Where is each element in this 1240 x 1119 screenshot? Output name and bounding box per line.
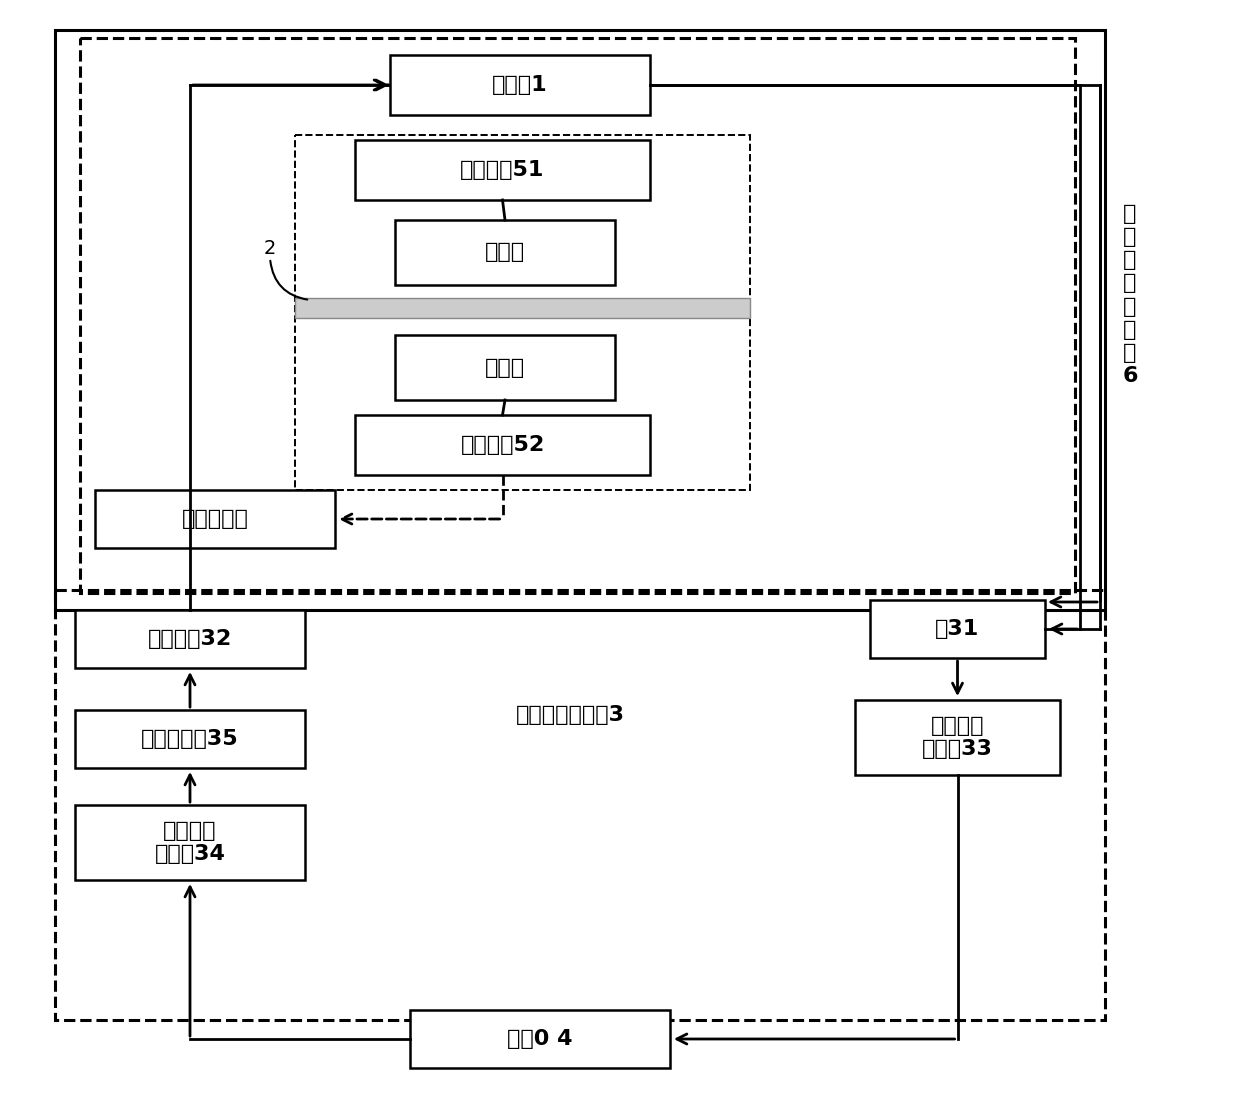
Bar: [391, 55, 650, 115]
Bar: [74, 805, 305, 880]
Bar: [74, 610, 305, 668]
Text: 电氆0 4: 电氆0 4: [507, 1029, 573, 1049]
Text: 第二温度
传感捧34: 第二温度 传感捧34: [155, 821, 226, 864]
Bar: [81, 38, 1075, 593]
Text: 换热器1: 换热器1: [492, 75, 548, 95]
Bar: [95, 490, 335, 548]
Text: 车庂或车外: 车庂或车外: [181, 509, 248, 529]
Text: 流速传感捧35: 流速传感捧35: [141, 728, 239, 749]
Text: 2: 2: [264, 238, 277, 257]
Bar: [355, 415, 650, 474]
Bar: [55, 590, 1105, 1021]
Text: 泵31: 泵31: [935, 619, 980, 639]
Text: 介质容匧32: 介质容匧32: [148, 629, 232, 649]
Bar: [355, 140, 650, 200]
Text: 发热端: 发热端: [485, 243, 525, 263]
Text: 第一风机51: 第一风机51: [460, 160, 544, 180]
Bar: [55, 30, 1105, 610]
Bar: [295, 298, 750, 318]
Bar: [856, 700, 1060, 775]
Bar: [870, 600, 1045, 658]
Bar: [410, 1010, 670, 1068]
Bar: [295, 135, 750, 490]
Bar: [396, 335, 615, 399]
Text: 冷却端: 冷却端: [485, 357, 525, 377]
Text: 第一温度
传感捧33: 第一温度 传感捧33: [923, 716, 993, 759]
Text: 第二风机52: 第二风机52: [460, 435, 544, 455]
Bar: [74, 709, 305, 768]
Bar: [396, 220, 615, 285]
Text: 电池热管理模块3: 电池热管理模块3: [516, 705, 625, 725]
FancyArrowPatch shape: [270, 261, 308, 300]
Text: 半
导
体
换
热
模
块
6: 半 导 体 换 热 模 块 6: [1122, 204, 1138, 386]
